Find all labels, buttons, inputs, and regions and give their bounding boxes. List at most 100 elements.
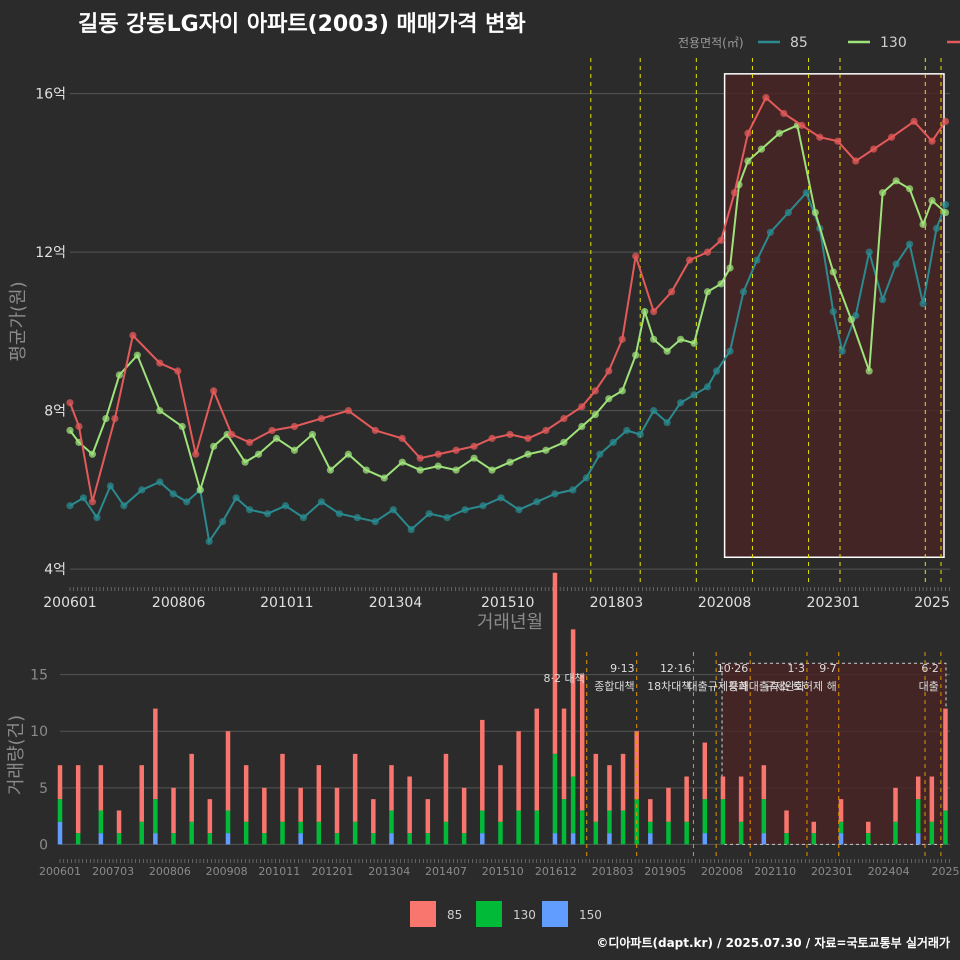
volume-bar-150 xyxy=(607,833,612,845)
data-point-150 xyxy=(524,434,532,442)
data-point-85 xyxy=(407,525,415,534)
top-legend-label-130: 130 xyxy=(880,35,907,51)
data-point-150 xyxy=(618,335,626,343)
volume-bar-85 xyxy=(607,765,612,811)
data-point-150 xyxy=(870,145,878,153)
data-point-150 xyxy=(88,498,97,506)
data-point-130 xyxy=(290,446,299,454)
data-point-85 xyxy=(703,383,712,391)
policy-annotation-date: 10·26 xyxy=(717,662,749,675)
data-point-130 xyxy=(690,339,698,347)
policy-annotation-date: 6·2 xyxy=(921,662,939,675)
data-point-85 xyxy=(838,347,846,355)
volume-bar-85 xyxy=(298,787,303,822)
data-point-130 xyxy=(470,454,478,462)
data-point-150 xyxy=(129,331,137,339)
data-point-130 xyxy=(641,307,649,316)
volume-bar-85 xyxy=(153,708,158,800)
data-point-130 xyxy=(416,466,424,474)
data-point-150 xyxy=(852,157,860,165)
data-point-85 xyxy=(479,502,487,510)
bottom-x-tick-label: 200703 xyxy=(92,865,134,878)
data-point-130 xyxy=(362,466,370,474)
data-point-85 xyxy=(533,498,541,506)
bottom-legend-key-85 xyxy=(410,901,436,927)
volume-bar-85 xyxy=(498,765,503,822)
volume-bar-85 xyxy=(334,787,340,834)
data-point-130 xyxy=(717,280,725,288)
data-point-85 xyxy=(932,224,941,232)
bottom-x-tick-label: 201510 xyxy=(482,865,524,878)
volume-bar-130 xyxy=(893,821,898,845)
bottom-x-tick-label: 201905 xyxy=(644,865,686,878)
data-point-130 xyxy=(941,208,950,217)
volume-bar-85 xyxy=(838,799,844,822)
data-point-130 xyxy=(241,458,249,466)
bottom-legend-label-130: 130 xyxy=(513,908,536,922)
data-point-150 xyxy=(488,434,496,442)
data-point-150 xyxy=(578,403,586,411)
volume-bar-85 xyxy=(243,765,249,822)
data-point-85 xyxy=(169,490,177,498)
volume-bar-130 xyxy=(720,799,726,845)
data-point-130 xyxy=(133,351,141,359)
volume-bar-130 xyxy=(943,810,948,845)
volume-bar-150 xyxy=(57,821,63,845)
data-point-85 xyxy=(569,486,577,494)
bottom-x-tick-label: 200908 xyxy=(206,865,248,878)
data-point-130 xyxy=(326,466,335,474)
volume-bar-130 xyxy=(648,821,653,834)
data-point-150 xyxy=(941,117,950,125)
data-point-130 xyxy=(115,371,123,379)
volume-bar-130 xyxy=(929,821,935,845)
data-point-150 xyxy=(268,426,276,435)
volume-bar-130 xyxy=(371,833,376,845)
volume-bar-85 xyxy=(561,708,567,800)
bottom-x-tick-label: 201201 xyxy=(311,865,353,878)
policy-annotation-date: 8·2 대책 xyxy=(544,672,585,685)
volume-bar-85 xyxy=(648,799,653,822)
volume-bar-85 xyxy=(666,787,671,822)
volume-bar-85 xyxy=(352,753,358,822)
data-point-85 xyxy=(739,288,748,296)
data-point-85 xyxy=(802,189,810,197)
data-point-85 xyxy=(941,201,950,209)
data-point-150 xyxy=(591,387,599,395)
volume-bar-130 xyxy=(838,821,844,834)
bottom-legend-label-150: 150 xyxy=(579,908,602,922)
top-y-tick-label: 16억 xyxy=(35,87,66,103)
data-point-150 xyxy=(703,248,712,256)
volume-bar-85 xyxy=(171,787,176,834)
bottom-x-tick-label: 202110 xyxy=(754,865,796,878)
policy-annotation-date: 9·13 xyxy=(610,662,635,675)
data-point-85 xyxy=(389,506,397,514)
data-point-85 xyxy=(726,347,734,355)
data-point-150 xyxy=(192,450,200,458)
volume-bar-130 xyxy=(607,810,612,834)
bottom-x-tick-label: 201011 xyxy=(258,865,300,878)
data-point-130 xyxy=(847,315,855,324)
data-point-85 xyxy=(183,498,191,506)
data-point-85 xyxy=(515,506,523,514)
volume-bar-85 xyxy=(98,765,104,811)
top-x-tick-label: 200806 xyxy=(152,595,206,611)
data-point-150 xyxy=(111,414,119,423)
volume-bar-150 xyxy=(298,833,303,845)
data-point-130 xyxy=(605,395,613,403)
volume-bar-130 xyxy=(761,799,767,834)
volume-bar-85 xyxy=(929,776,935,822)
volume-bar-130 xyxy=(516,810,521,845)
data-point-130 xyxy=(829,268,837,276)
bottom-x-tick-label: 202008 xyxy=(701,865,743,878)
volume-bar-85 xyxy=(407,776,412,834)
data-point-85 xyxy=(784,208,792,217)
data-point-150 xyxy=(685,256,694,264)
data-point-85 xyxy=(79,494,88,502)
data-point-150 xyxy=(416,454,424,462)
bottom-x-tick-label: 202404 xyxy=(868,865,910,878)
data-point-150 xyxy=(668,288,676,296)
volume-bar-85 xyxy=(280,753,285,822)
data-point-150 xyxy=(928,137,936,145)
data-point-150 xyxy=(75,422,83,431)
